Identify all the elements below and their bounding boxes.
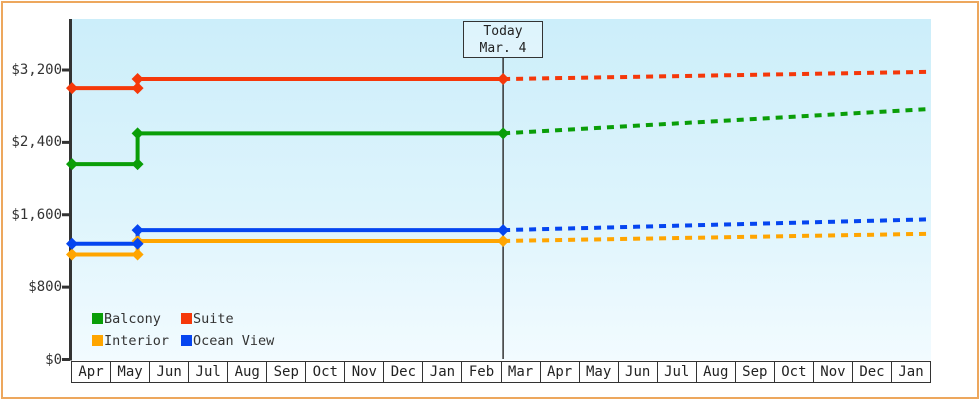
y-tick-label: $0 <box>45 351 62 368</box>
month-label: Apr <box>539 362 579 382</box>
series-marker-ocean-view <box>131 237 144 250</box>
legend-swatch-icon <box>92 313 103 324</box>
month-label: Mar <box>500 362 540 382</box>
month-label: Jan <box>890 362 930 382</box>
y-tick-label: $1,600 <box>11 206 62 223</box>
series-forecast-interior <box>503 231 932 243</box>
month-axis: Apr May Jun Jul Aug Sep Oct Nov Dec Jan Feb Mar Apr M… <box>71 361 931 383</box>
series-marker-interior <box>66 248 78 261</box>
legend-label: Interior <box>104 332 170 349</box>
legend: Balcony Suite Interior Ocean View <box>92 310 275 349</box>
y-tick-label: $2,400 <box>11 134 62 151</box>
series-marker-balcony <box>66 158 78 171</box>
month-label: Aug <box>227 362 266 382</box>
month-label: Dec <box>383 362 422 382</box>
series-marker-suite <box>66 82 78 95</box>
series-marker-balcony <box>131 127 144 140</box>
today-annotation: Today Mar. 4 <box>463 21 543 58</box>
series-marker-balcony <box>131 158 144 171</box>
month-label: May <box>578 362 618 382</box>
month-label: Feb <box>461 362 500 382</box>
month-label: Jan <box>422 362 461 382</box>
month-label: Nov <box>344 362 383 382</box>
month-label: Nov <box>812 362 852 382</box>
month-label: Jun <box>617 362 657 382</box>
legend-item-interior: Interior <box>92 332 181 349</box>
month-label: Oct <box>305 362 344 382</box>
legend-item-ocean-view: Ocean View <box>181 332 275 349</box>
month-label: Aug <box>695 362 735 382</box>
series-marker-interior <box>497 234 510 247</box>
month-label: Oct <box>773 362 813 382</box>
month-label: Sep <box>734 362 774 382</box>
series-marker-suite <box>497 73 510 86</box>
month-label: Jul <box>188 362 227 382</box>
month-label: May <box>110 362 149 382</box>
series-marker-interior <box>131 248 144 261</box>
today-annotation-line1: Today <box>483 24 523 39</box>
today-annotation-line2: Mar. 4 <box>479 41 527 56</box>
legend-swatch-icon <box>181 335 192 346</box>
month-label: Sep <box>266 362 305 382</box>
series-marker-ocean-view <box>497 224 510 237</box>
series-line-balcony <box>72 131 504 167</box>
series-marker-balcony <box>497 127 510 140</box>
y-tick-label: $3,200 <box>11 62 62 78</box>
series-marker-suite <box>131 82 144 95</box>
legend-label: Ocean View <box>193 332 275 349</box>
month-label: Jun <box>149 362 188 382</box>
legend-item-balcony: Balcony <box>92 310 181 327</box>
month-label: Apr <box>78 364 104 380</box>
legend-label: Balcony <box>104 310 161 327</box>
series-forecast-suite <box>503 69 932 82</box>
legend-swatch-icon <box>92 335 103 346</box>
y-tick-label: $800 <box>28 279 62 296</box>
series-forecast-balcony <box>502 106 932 136</box>
legend-item-suite: Suite <box>181 310 274 327</box>
series-marker-suite <box>131 73 144 86</box>
series-forecast-ocean-view <box>503 217 932 233</box>
legend-swatch-icon <box>181 313 192 324</box>
month-label: Dec <box>851 362 891 382</box>
legend-label: Suite <box>193 310 234 327</box>
month-label: Jul <box>656 362 696 382</box>
series-marker-ocean-view <box>131 224 144 237</box>
series-marker-ocean-view <box>66 237 78 250</box>
